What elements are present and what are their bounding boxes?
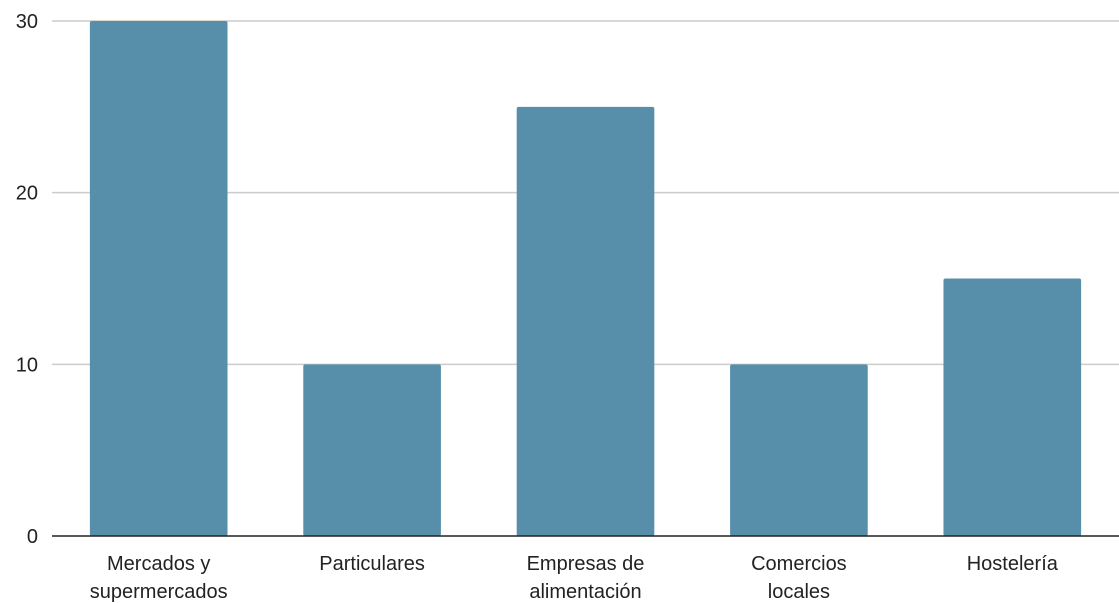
x-category-label-line: Comercios [751,553,847,575]
bar [303,364,441,536]
x-category-label: Empresas de alimentación [527,553,645,603]
bar [730,364,868,536]
bars [89,21,1082,536]
bar [516,106,655,536]
x-category-label-line: Particulares [319,553,425,575]
y-axis-ticks: 0 10 20 30 [16,11,38,548]
x-category-label: Hostelería [967,553,1059,575]
x-category-label: Particulares [319,553,425,575]
x-category-label-line: alimentación [529,581,641,603]
x-category-label-line: Empresas de [527,553,645,575]
y-tick-label: 10 [16,354,38,376]
x-category-label-line: locales [768,581,830,603]
bar [943,278,1082,536]
bar [89,21,228,536]
x-category-label-line: Hostelería [967,553,1059,575]
x-category-label: Comercios locales [751,553,847,603]
x-category-label-line: supermercados [90,581,228,603]
y-tick-label: 20 [16,183,38,205]
x-category-label: Mercados y supermercados [90,553,228,603]
x-axis-labels: Mercados y supermercados Particulares Empre… [90,553,1059,603]
y-tick-label: 30 [16,11,38,33]
x-category-label-line: Mercados y [107,553,210,575]
y-tick-label: 0 [27,526,38,548]
